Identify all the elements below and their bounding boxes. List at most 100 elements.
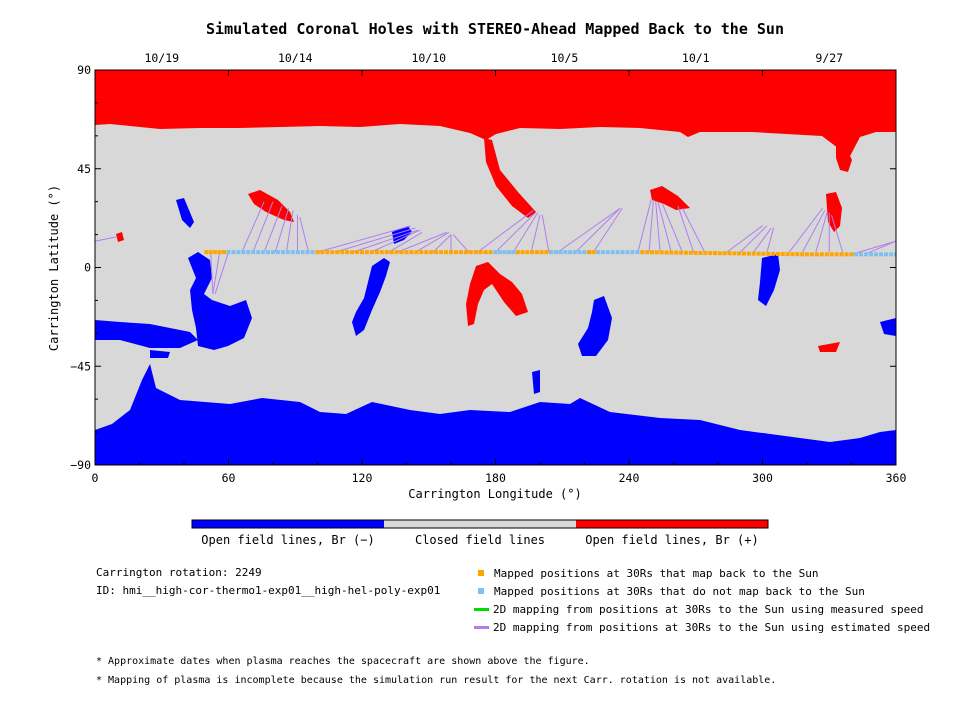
- mapped-point: [824, 252, 829, 257]
- x-tick-label: 300: [752, 471, 773, 485]
- mapped-point: [204, 250, 209, 255]
- mapped-point: [834, 252, 839, 257]
- mapped-point: [688, 250, 693, 255]
- estimated-speed-mapping-line: [530, 214, 541, 253]
- unmapped-point: [858, 252, 863, 257]
- legend-item-measured-speed: 2D mapping from positions at 30Rs to the…: [474, 602, 923, 616]
- mapped-point: [766, 251, 771, 256]
- mapped-point: [717, 251, 722, 256]
- mapped-point: [544, 250, 549, 255]
- mapped-point: [409, 250, 414, 255]
- unmapped-point: [497, 250, 502, 255]
- run-id-text: ID: hmi__high-cor-thermo1-exp01__high-he…: [96, 584, 441, 597]
- legend-item-not-mapped: Mapped positions at 30Rs that do not map…: [474, 584, 865, 598]
- mapped-point: [449, 250, 453, 255]
- mapped-point: [389, 250, 394, 255]
- mapped-point: [483, 250, 488, 255]
- y-axis-label: Carrington Latitude (°): [47, 185, 61, 351]
- mapped-point: [379, 250, 384, 255]
- estimated-speed-mapping-line: [432, 234, 452, 253]
- mapped-point: [698, 250, 703, 255]
- unmapped-point: [493, 250, 498, 255]
- unmapped-point: [226, 250, 231, 255]
- unmapped-point: [888, 252, 893, 257]
- unmapped-point: [280, 250, 285, 255]
- estimated-speed-mapping-line: [677, 205, 694, 253]
- unmapped-point: [511, 250, 516, 255]
- unmapped-point: [241, 250, 246, 255]
- unmapped-point: [610, 250, 615, 255]
- mapped-position-points: [204, 250, 896, 257]
- unmapped-point: [873, 252, 878, 257]
- mapped-point: [790, 252, 795, 257]
- mapped-point: [727, 251, 732, 256]
- unmapped-point: [600, 250, 605, 255]
- estimated-speed-mapping-line: [864, 240, 896, 255]
- legend-label-not-mapped: Mapped positions at 30Rs that do not map…: [494, 584, 865, 598]
- mapped-point: [325, 250, 330, 255]
- y-tick-label: 90: [77, 63, 91, 77]
- note-dates: * Approximate dates when plasma reaches …: [96, 656, 590, 667]
- unmapped-point: [853, 252, 858, 257]
- chart-title: Simulated Coronal Holes with STEREO-Ahea…: [206, 20, 784, 38]
- mapped-point: [434, 250, 439, 255]
- estimated-speed-mapping-line: [726, 225, 763, 253]
- unmapped-point: [251, 250, 256, 255]
- mapped-point: [530, 250, 535, 255]
- mapped-point: [345, 250, 350, 255]
- mapped-point: [534, 250, 539, 255]
- unmapped-point: [290, 250, 295, 255]
- mapped-point: [208, 250, 213, 255]
- red-hole-lon325-south: [818, 342, 840, 352]
- unmapped-point: [271, 250, 275, 255]
- estimated-speed-mapping-line: [739, 225, 768, 253]
- mapped-point: [414, 250, 419, 255]
- unmapped-point: [878, 252, 883, 257]
- note-incomplete: * Mapping of plasma is incomplete becaus…: [96, 675, 777, 686]
- unmapped-point: [549, 250, 554, 255]
- mapped-point: [844, 252, 849, 257]
- blue-hole-lon40-north: [176, 198, 194, 228]
- x-tick-label: 0: [92, 471, 99, 485]
- x-tick-label: 60: [222, 471, 236, 485]
- mapped-point: [650, 250, 655, 255]
- y-tick-label: −90: [70, 458, 91, 472]
- mapped-point: [374, 250, 379, 255]
- unmapped-point: [256, 250, 261, 255]
- orange-square-marker: [478, 570, 484, 576]
- estimated-speed-mapping-line: [766, 227, 775, 253]
- mapped-point: [478, 250, 483, 255]
- estimated-speed-mapping-line: [370, 229, 421, 253]
- unmapped-point: [305, 250, 310, 255]
- mapped-point: [586, 250, 591, 255]
- estimated-speed-mapping-line: [830, 214, 844, 253]
- top-date-label: 10/5: [551, 51, 579, 65]
- mapped-point: [515, 250, 520, 255]
- mapped-point: [751, 251, 756, 256]
- mapped-point: [350, 250, 355, 255]
- blue-hole-lon30-arm: [95, 320, 198, 348]
- unmapped-point: [883, 252, 888, 257]
- coronal-hole-map: [95, 70, 896, 465]
- mapped-point: [674, 250, 679, 255]
- unmapped-point: [553, 250, 558, 255]
- mapped-point: [444, 250, 449, 255]
- mapped-point: [340, 250, 345, 255]
- mapped-point: [761, 251, 766, 256]
- mapped-point: [664, 250, 669, 255]
- mapped-point: [814, 252, 819, 257]
- unmapped-point: [261, 250, 266, 255]
- mapped-point: [775, 251, 780, 256]
- unmapped-point: [572, 250, 577, 255]
- unmapped-point: [625, 250, 630, 255]
- legend-label-mapped: Mapped positions at 30Rs that map back t…: [494, 566, 819, 580]
- mapped-point: [679, 250, 684, 255]
- estimated-speed-mapping-line: [512, 212, 539, 253]
- top-date-label: 9/27: [815, 51, 843, 65]
- top-date-label: 10/10: [411, 51, 446, 65]
- mapped-point: [419, 250, 424, 255]
- red-hole-lon10: [116, 232, 124, 242]
- top-date-label: 10/14: [278, 51, 313, 65]
- green-line-marker: [474, 607, 489, 611]
- x-tick-label: 120: [352, 471, 373, 485]
